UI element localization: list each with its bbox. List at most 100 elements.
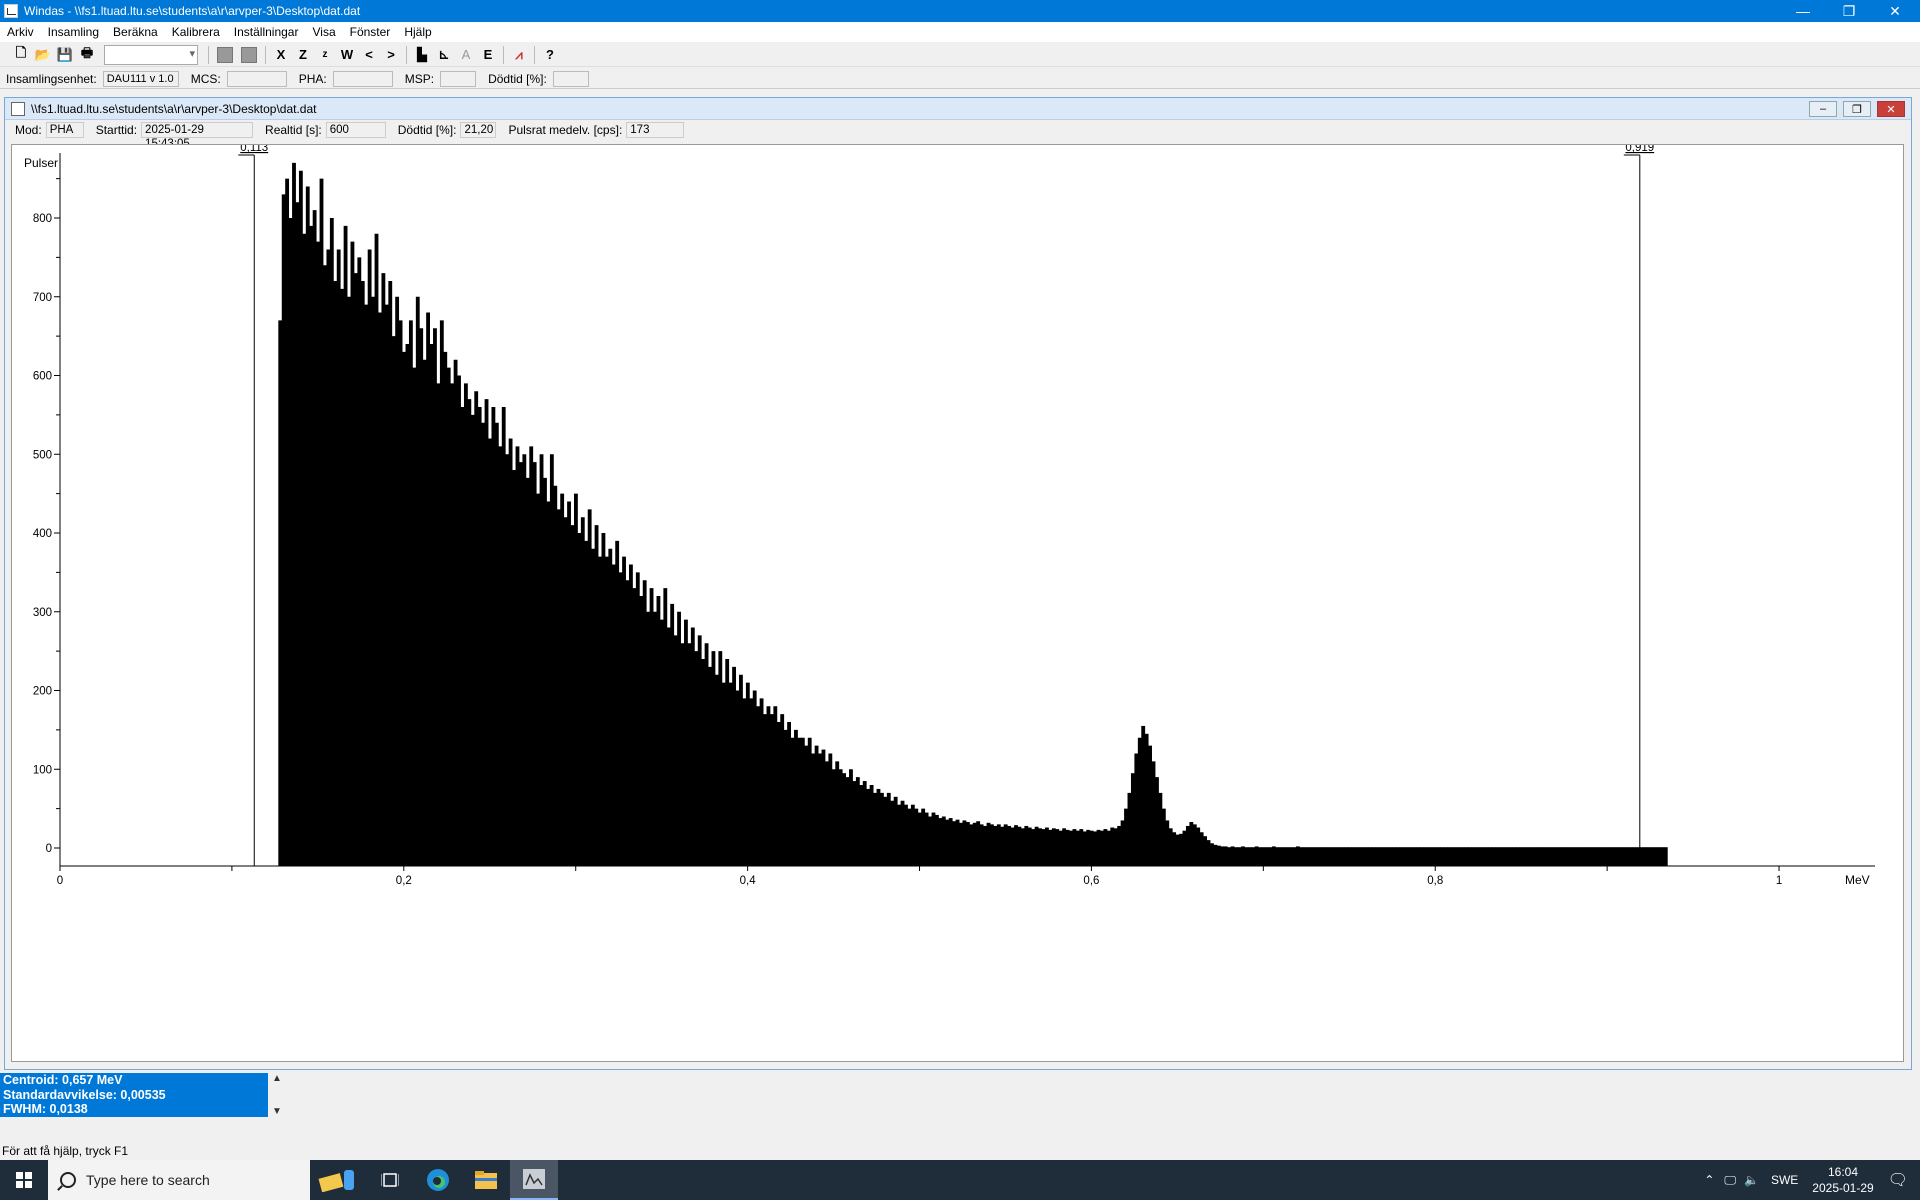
menu-arkiv[interactable]: Arkiv — [7, 25, 34, 39]
spectrum-bar — [1340, 847, 1345, 866]
prev-icon[interactable]: < — [365, 47, 373, 62]
spectrum-bar — [1612, 847, 1617, 866]
spectrum-bar — [1526, 847, 1531, 866]
spectrum-bar — [900, 800, 905, 866]
close-button[interactable]: ✕ — [1889, 2, 1901, 19]
child-close-button[interactable]: ✕ — [1877, 101, 1905, 117]
network-icon[interactable]: 🖵 — [1724, 1172, 1736, 1187]
taskbar-search[interactable]: Type here to search — [48, 1160, 310, 1200]
child-minimize-button[interactable]: – — [1809, 101, 1837, 117]
clear-x-icon[interactable]: X — [276, 47, 286, 62]
spectrum-bar — [1412, 847, 1417, 866]
start-button[interactable] — [0, 1160, 48, 1200]
scroll-down-icon[interactable]: ▼ — [272, 1106, 282, 1117]
task-view-icon[interactable] — [366, 1160, 414, 1200]
language-indicator[interactable]: SWE — [1770, 1173, 1799, 1187]
spectrum-bar — [680, 643, 685, 866]
spectrum-bar — [1629, 847, 1634, 866]
next-icon[interactable]: > — [387, 47, 395, 62]
save-icon[interactable]: 💾 — [56, 46, 74, 62]
spectrum-bar — [941, 816, 946, 866]
notifications-icon[interactable]: 🗨 — [1887, 1172, 1908, 1189]
spectrum-bar — [1062, 828, 1067, 866]
spectrum-bar — [990, 824, 994, 866]
notes-app-icon[interactable] — [310, 1160, 366, 1200]
spectrum-bar — [1560, 847, 1565, 866]
spectrum-bar — [1148, 745, 1152, 866]
scroll-up-icon[interactable]: ▲ — [272, 1073, 282, 1084]
menu-berakna[interactable]: Beräkna — [113, 25, 158, 39]
spectrum-bar — [835, 761, 840, 866]
edge-icon[interactable] — [414, 1160, 462, 1200]
menu-hjalp[interactable]: Hjälp — [404, 25, 432, 39]
spectrum-chart[interactable]: Pulser MeV 0 100 200 300 400 500 600 700 800 0 0,2 0,… — [12, 145, 1903, 1061]
spectrum-bar — [945, 819, 950, 866]
child-restore-button[interactable]: ❐ — [1843, 101, 1871, 117]
windas-app-icon[interactable] — [510, 1160, 558, 1200]
spectrum-bar — [1615, 847, 1620, 866]
spectrum-bar — [811, 753, 816, 866]
spectrum-bar — [697, 635, 702, 866]
spectrum-bar — [1065, 829, 1070, 866]
results-scroller[interactable]: ▲ ▼ — [270, 1073, 284, 1117]
context-help-icon[interactable]: ? — [546, 47, 554, 62]
axes-icon[interactable]: ⊾ — [438, 46, 450, 62]
windas-app-icon — [4, 4, 18, 18]
spectrum-bar — [1577, 847, 1582, 866]
open-folder-icon[interactable]: 📂 — [34, 46, 52, 62]
spectrum-bar — [543, 477, 547, 866]
peak-icon[interactable]: ⩘ — [515, 46, 523, 62]
menu-installningar[interactable]: Inställningar — [233, 25, 299, 39]
chevron-up-icon[interactable]: ⌃ — [1704, 1173, 1715, 1187]
spectrum-bar — [1581, 847, 1586, 866]
spectrum-bar — [914, 808, 919, 866]
menu-fonster[interactable]: Fönster — [349, 25, 391, 39]
volume-icon[interactable]: 🔈 — [1744, 1173, 1759, 1187]
spectrum-bar — [1478, 847, 1483, 866]
menu-insamling[interactable]: Insamling — [47, 25, 100, 39]
e-icon[interactable]: E — [483, 47, 493, 62]
spectrum-plot-area[interactable]: Pulser MeV 0 100 200 300 400 500 600 700 800 0 0,2 0,… — [11, 144, 1904, 1062]
spectrum-bar — [1261, 847, 1266, 866]
spectrum-bar — [924, 812, 929, 866]
print-icon[interactable]: 🖶 — [80, 44, 94, 60]
spectrum-bar — [1646, 847, 1651, 866]
menu-visa[interactable]: Visa — [312, 25, 336, 39]
range-combo[interactable] — [104, 44, 198, 65]
clock[interactable]: 16:04 2025-01-29 — [1812, 1164, 1873, 1196]
search-icon — [60, 1172, 76, 1188]
spectrum-bar — [917, 812, 922, 866]
spectrum-bar — [419, 328, 424, 866]
new-file-icon[interactable]: 🗋 — [15, 44, 27, 60]
gray-square-icon[interactable] — [217, 46, 233, 63]
fwhm-text: FWHM: 0,0138 — [3, 1102, 88, 1116]
spectrum-bar — [1498, 847, 1503, 866]
spectrum-bar — [972, 822, 977, 866]
spectrum-bar — [350, 241, 355, 866]
region-marker-label: 0,919 — [1625, 145, 1654, 154]
file-explorer-icon[interactable] — [462, 1160, 510, 1200]
menu-kalibrera[interactable]: Kalibrera — [171, 25, 220, 39]
realtime-label: Realtid [s]: — [265, 123, 322, 137]
zoom-Z-icon[interactable]: Z — [299, 47, 307, 62]
status-fields-bar: Insamlingsenhet: DAU111 v 1.0 MCS: PHA: … — [0, 69, 1920, 89]
restore-button[interactable]: ❐ — [1842, 2, 1856, 19]
gray-square-icon[interactable] — [241, 46, 257, 63]
spectrum-bar — [460, 407, 465, 866]
unit-value: DAU111 v 1.0 — [102, 70, 179, 87]
zoom-z-icon[interactable]: z — [322, 49, 328, 60]
spectrum-bar — [1210, 843, 1214, 866]
spectrum-bar — [1117, 825, 1122, 866]
region-marker-label: 0,113 — [240, 145, 268, 154]
spectrum-bar — [1433, 847, 1438, 866]
spectrum-bar — [1426, 847, 1431, 866]
spectrum-bar — [298, 170, 303, 866]
histogram-icon[interactable]: ▙ — [417, 46, 427, 62]
minimize-button[interactable]: — — [1796, 3, 1810, 19]
spectrum-bar — [818, 753, 822, 866]
x-tick-label: 0,4 — [740, 875, 757, 887]
window-W-icon[interactable]: W — [340, 47, 354, 62]
a-icon[interactable]: A — [461, 47, 471, 62]
spectrum-bar — [343, 225, 348, 866]
spectrum-bar — [842, 773, 847, 866]
